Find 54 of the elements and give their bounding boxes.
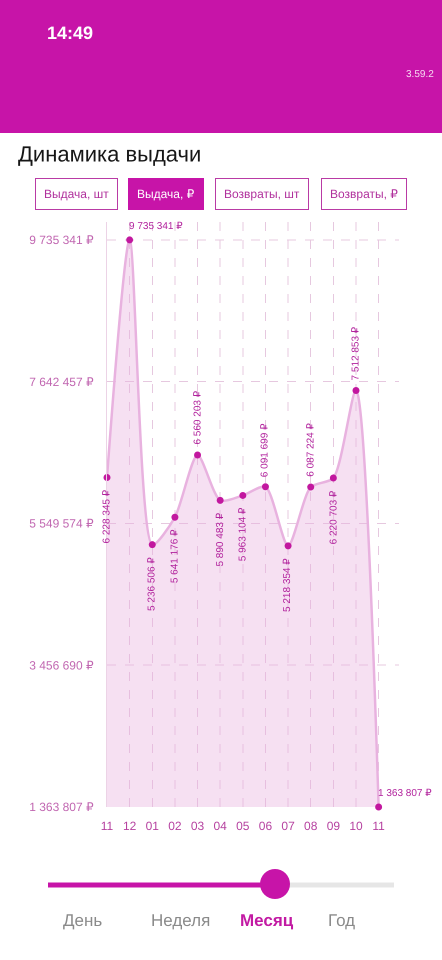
data-label: 5 236 506 ₽: [146, 556, 158, 611]
point: [307, 484, 314, 491]
data-label: 7 512 853 ₽: [350, 326, 362, 380]
data-label: 6 087 224 ₽: [306, 422, 317, 477]
y-tick-label: 7 642 457 ₽: [29, 374, 94, 389]
text: Неделя: [151, 911, 210, 930]
text: Год: [328, 911, 356, 930]
text: Выдача, шт: [44, 187, 110, 201]
x-tick-label: 03: [190, 819, 205, 833]
x-tick-label: 09: [326, 819, 340, 833]
point: [375, 804, 382, 810]
y-tick-label: 1 363 807 ₽: [29, 800, 94, 814]
text: Месяц: [240, 911, 294, 930]
x-tick-label: 12: [122, 819, 137, 833]
x-tick-label: 02: [168, 819, 182, 833]
y-tick-label: 3 456 690 ₽: [29, 658, 94, 672]
data-label: 6 220 703 ₽: [328, 490, 340, 544]
text: 3.59.2: [406, 69, 434, 80]
data-label: 5 890 483 ₽: [214, 512, 226, 567]
x-tick-label: 08: [304, 819, 318, 833]
data-label: 9 735 341 ₽: [129, 221, 184, 232]
point: [216, 496, 224, 504]
text: Возвраты, шт: [224, 187, 300, 201]
x-tick-label: 04: [214, 819, 228, 833]
data-label: 1 363 807 ₽: [378, 788, 432, 799]
point: [126, 236, 134, 244]
x-tick-label: 11: [100, 819, 114, 833]
data-label: 6 091 699 ₽: [260, 422, 271, 478]
x-tick-label: 06: [258, 819, 272, 833]
y-tick-label: 9 735 341 ₽: [29, 233, 94, 248]
point: [194, 452, 202, 459]
text: Возвраты, ₽: [330, 187, 398, 201]
x-tick-label: 01: [146, 819, 160, 833]
x-tick-label: 07: [281, 819, 296, 833]
text: День: [63, 911, 102, 930]
point: [284, 542, 292, 550]
point: [171, 514, 178, 521]
text: 14:49: [47, 23, 94, 43]
data-label: 5 218 354 ₽: [282, 558, 294, 612]
data-label: 6 228 345 ₽: [102, 489, 113, 544]
data-label: 6 560 203 ₽: [192, 390, 204, 445]
point: [352, 386, 360, 394]
x-tick-label: 10: [349, 819, 363, 833]
data-label: 5 641 176 ₽: [170, 528, 181, 584]
text: Выдача, ₽: [137, 187, 195, 201]
point: [239, 492, 246, 499]
point: [148, 541, 156, 548]
point: [330, 474, 337, 482]
y-tick-label: 5 549 574 ₽: [29, 516, 94, 531]
point: [262, 483, 269, 490]
chart-title: Динамика выдачи: [18, 142, 202, 167]
x-tick-label: 11: [372, 819, 386, 833]
data-label: 5 963 104 ₽: [237, 506, 248, 562]
x-tick-label: 05: [236, 819, 250, 833]
